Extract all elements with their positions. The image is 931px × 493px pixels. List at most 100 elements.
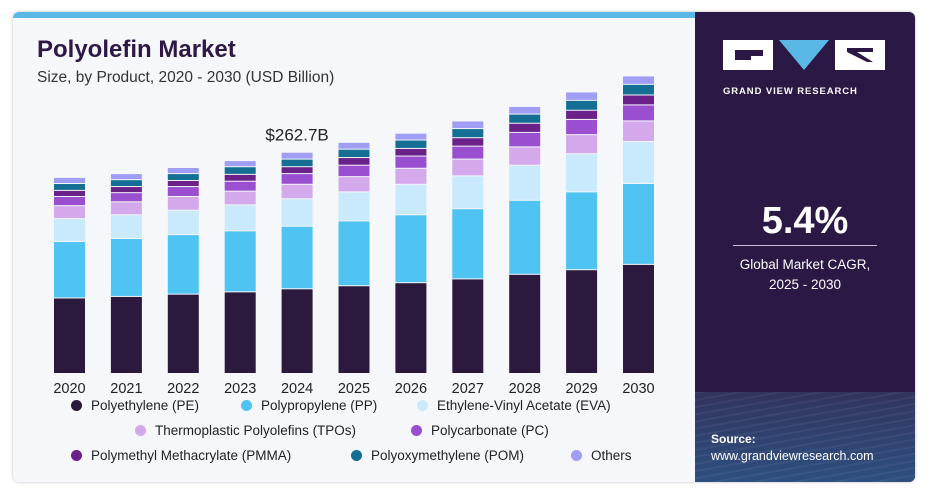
bar-segment [338, 221, 370, 286]
bar-segment [623, 121, 654, 142]
chart-subtitle: Size, by Product, 2020 - 2030 (USD Billi… [37, 69, 335, 86]
bar-segment [281, 167, 313, 174]
bar-segment [452, 209, 484, 279]
bar-segment [623, 105, 654, 121]
bar-segment [224, 161, 256, 167]
bar-segment [281, 199, 313, 226]
legend-label: Polymethyl Methacrylate (PMMA) [91, 448, 292, 463]
infographic-card: Polyolefin Market Size, by Product, 2020… [13, 12, 915, 482]
legend-swatch [411, 425, 422, 436]
legend-item: Polyethylene (PE) [71, 398, 199, 413]
brand-panel: GRAND VIEW RESEARCH 5.4% Global Market C… [695, 12, 915, 482]
x-tick-label: 2024 [281, 381, 313, 397]
bar-segment [338, 177, 370, 192]
bar-segment [54, 184, 85, 190]
bar-segment [110, 193, 142, 202]
legend-swatch [71, 450, 82, 461]
bar-segment [623, 95, 654, 105]
bar-segment [509, 274, 541, 373]
legend-item: Polycarbonate (PC) [411, 423, 549, 438]
legend-label: Polyethylene (PE) [91, 398, 200, 413]
bar-segment [395, 148, 427, 156]
bar-segment [224, 292, 256, 373]
legend-swatch [417, 400, 428, 411]
bar-segment [167, 196, 199, 210]
bar-segment [167, 187, 199, 196]
bar-segment [167, 235, 199, 294]
bar-segment [623, 184, 654, 264]
bar-segment [566, 110, 598, 119]
bar-segment [224, 167, 256, 174]
bar-segment [54, 177, 85, 184]
bar-segment [54, 196, 85, 206]
bar-segment [167, 294, 199, 373]
bar-segment [566, 270, 598, 373]
bar-segment [566, 135, 598, 154]
legend-swatch [351, 450, 362, 461]
bar-segment [452, 146, 484, 159]
bar-segment [281, 159, 313, 167]
source-label: Source: [711, 432, 756, 446]
bar-segment [110, 187, 142, 193]
bar-segment [566, 92, 598, 100]
legend-swatch [135, 425, 146, 436]
bar-segment [509, 114, 541, 123]
bar-segment [54, 219, 85, 242]
bar-segment [509, 165, 541, 200]
bar-segment [54, 190, 85, 196]
legend-item: Polymethyl Methacrylate (PMMA) [71, 448, 291, 463]
bar-segment [452, 159, 484, 176]
accent-bar [13, 12, 695, 18]
bar-segment [281, 226, 313, 289]
x-tick-label: 2030 [622, 381, 654, 397]
gvr-logo-mark-icon [723, 40, 885, 70]
bar-segment [452, 138, 484, 146]
legend-swatch [71, 400, 82, 411]
bar-segment [224, 205, 256, 231]
legend-label: Others [591, 448, 632, 463]
source-band [695, 392, 915, 482]
cagr-label-line1: Global Market CAGR, [739, 257, 871, 272]
bar-segment [110, 215, 142, 238]
bar-segment [110, 174, 142, 180]
bar-segment [566, 192, 598, 270]
bar-segment [167, 180, 199, 187]
legend-item: Polypropylene (PP) [241, 398, 377, 413]
bar-segment [452, 121, 484, 129]
cagr-label-line2: 2025 - 2030 [768, 277, 842, 292]
bar-segment [566, 119, 598, 135]
bar-segment [110, 296, 142, 373]
bar-segment [281, 289, 313, 373]
brand-name: GRAND VIEW RESEARCH [723, 86, 858, 97]
bar-segment [54, 298, 85, 373]
cagr-divider [733, 245, 877, 246]
x-tick-label: 2023 [224, 381, 256, 397]
bar-segment [224, 174, 256, 181]
bar-segment [623, 76, 654, 84]
x-tick-label: 2021 [110, 381, 142, 397]
bar-segment [509, 147, 541, 165]
bar-segment [224, 191, 256, 205]
legend-item: Polyoxymethylene (POM) [351, 448, 524, 463]
bar-segment [395, 283, 427, 373]
bar-segment [224, 181, 256, 191]
legend-label: Polyoxymethylene (POM) [371, 448, 525, 463]
bar-segment [281, 152, 313, 159]
bar-segment [566, 154, 598, 192]
bar-segment [395, 156, 427, 168]
bar-segment [110, 202, 142, 215]
source-url: www.grandviewresearch.com [711, 449, 874, 463]
stacked-bar-chart: 2020 2021 2022 2023 2024 $262.7B 2025 2026 2027 2… [53, 76, 655, 397]
x-tick-label: 2028 [509, 381, 541, 397]
bar-segment [395, 133, 427, 140]
bar-segment [623, 84, 654, 95]
bar-segment [509, 123, 541, 132]
bar-segment [281, 174, 313, 184]
bar-segment [509, 132, 541, 147]
x-tick-label: 2025 [338, 381, 370, 397]
legend-label: Polypropylene (PP) [261, 398, 378, 413]
bar-segment [395, 215, 427, 283]
legend-item: Ethylene-Vinyl Acetate (EVA) [417, 398, 611, 413]
bar-segment [338, 149, 370, 158]
legend-label: Polycarbonate (PC) [431, 423, 549, 438]
